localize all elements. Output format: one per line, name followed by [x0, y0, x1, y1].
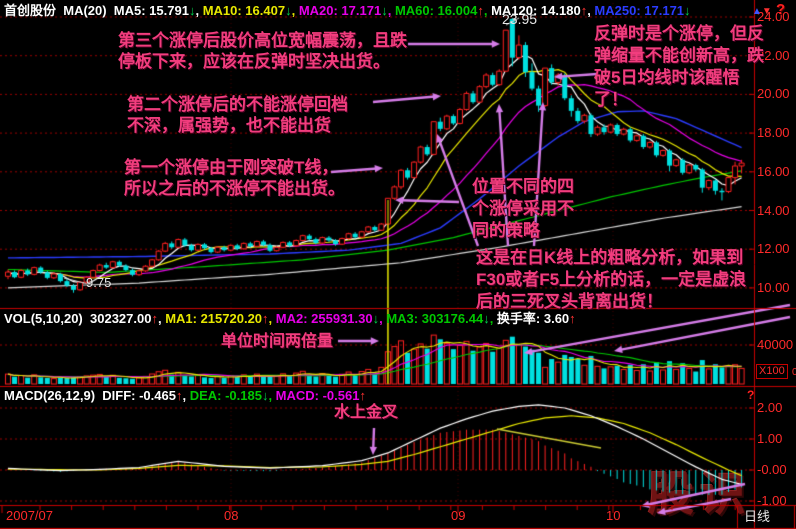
header-text: , [182, 388, 190, 403]
macd-help-icon[interactable]: ? [747, 388, 755, 402]
toolbar-icons: ▲▼ ? [752, 2, 785, 18]
header-text: DEA: -0.185 [189, 388, 262, 403]
header-text: , [268, 311, 276, 326]
header-text: , [387, 3, 395, 18]
header-text: , [489, 311, 497, 326]
header-text: MA3: 303176.44 [386, 311, 484, 326]
label-peak-price: 23.95 [502, 11, 538, 27]
macd-axis-label: -0.00 [757, 462, 787, 477]
header-text: , [268, 388, 276, 403]
header-text: , [379, 311, 387, 326]
header-text: MA10: 16.407 [202, 3, 286, 18]
header-text: ↑ [262, 311, 269, 326]
time-axis-label: 08 [224, 508, 239, 523]
price-axis-label: 14.00 [757, 202, 790, 218]
price-axis-label: 22.00 [757, 47, 790, 63]
header-text: MA(20) [63, 3, 114, 18]
note-third-limitup: 第三个涨停后股价高位宽幅震荡，且跌 停板下来，应该在反弹时坚决出货。 [118, 31, 407, 71]
header-text: ↓ [483, 311, 490, 326]
header-text: , [291, 3, 299, 18]
header-text: 首创股份 [4, 3, 64, 18]
price-axis-label: 16.00 [757, 163, 790, 179]
price-axis-label: 12.00 [757, 241, 790, 257]
volume-unit-label: X100 [756, 364, 788, 379]
scroll-down-icon[interactable]: ▼ [761, 6, 772, 17]
time-axis-label: 2007/07 [6, 508, 53, 523]
price-axis-label: 20.00 [757, 86, 790, 102]
header-text: ↑ [580, 3, 588, 18]
header-text: , [195, 3, 203, 18]
macd-axis-label: 2.00 [757, 400, 783, 415]
header-text: ↑ [175, 388, 183, 403]
volume-axis-zero: 0 [792, 367, 796, 378]
macd-axis-label: -1.00 [757, 493, 787, 508]
header-text: MA120: 14.180 [491, 3, 581, 18]
header-text: 302327.00 [90, 311, 152, 326]
header-text: ↓ [285, 3, 292, 18]
time-axis-label: 10 [606, 508, 621, 523]
price-axis-label: 24.00 [757, 9, 790, 24]
header-text: MA60: 16.004 [394, 3, 478, 18]
header-text [83, 311, 90, 326]
note-analysis: 这是在日K线上的粗略分析，如果到 F30或者F5上分析的话，一定是虚浪 后的三死… [476, 248, 747, 311]
volume-axis-label: 40000 [757, 337, 794, 352]
header-text: ↓ [372, 311, 380, 326]
volume-header: VOL(5,10,20) 302327.00↑, MA1: 215720.20↑… [4, 312, 576, 325]
note-rebound: 反弹时是个涨停，但反 弹缩量不能创新高，跌 破5日均线时该醒悟 了！ [594, 24, 764, 109]
header-text: ↑ [569, 311, 576, 326]
header-text: ↑ [151, 311, 158, 326]
header-text: MA5: 15.791 [113, 3, 189, 18]
help-icon[interactable]: ? [771, 1, 786, 18]
time-axis-label: 09 [451, 508, 466, 523]
macd-header: MACD(26,12,9) DIFF: -0.465↑, DEA: -0.185… [4, 389, 366, 402]
price-axis-label: 18.00 [757, 125, 790, 141]
header-text: MACD: -0.561 [275, 388, 360, 403]
price-axis-label: 10.00 [757, 279, 790, 295]
indicator-header: 首创股份 MA(20) MA5: 15.791↓, MA10: 16.407↓,… [4, 4, 691, 17]
scroll-up-icon[interactable]: ▲ [752, 6, 762, 17]
period-label[interactable]: 日线 [744, 509, 771, 524]
header-text: 换手率: 3.60 [496, 311, 570, 326]
header-text: , [587, 3, 595, 18]
header-text: MA250: 17.171 [594, 3, 685, 18]
label-low-price: 9.75 [86, 275, 112, 290]
header-text: MA1: 215720.20 [165, 311, 263, 326]
header-text: , [157, 311, 166, 326]
note-four-limitups: 位置不同的四 个涨停采用不 同的策略 [472, 177, 574, 240]
header-text: ↑ [359, 388, 366, 403]
header-text: ↓ [188, 3, 196, 18]
header-text: VOL(5,10,20) [4, 311, 83, 326]
note-second-limitup: 第二个涨停后的不能涨停回档 不深，属强势，也不能出货 [127, 95, 348, 135]
header-text: , [483, 3, 492, 18]
header-text: ↓ [381, 3, 388, 18]
note-first-limitup: 第一个涨停由于刚突破T线， 所以之后的不涨停不能出货。 [124, 158, 345, 198]
header-text: ↑ [477, 3, 484, 18]
header-text: MA20: 17.171 [298, 3, 382, 18]
note-volume-double: 单位时间两倍量 [221, 333, 334, 350]
header-text: ↓ [684, 3, 691, 18]
header-text: MA2: 255931.30 [275, 311, 373, 326]
header-text: MACD(26,12,9) [4, 388, 96, 403]
macd-axis-label: 1.00 [757, 431, 783, 446]
header-text: ↓ [261, 388, 269, 403]
note-golden-cross: 水上金叉 [334, 404, 399, 421]
header-text: DIFF: -0.465 [102, 388, 176, 403]
